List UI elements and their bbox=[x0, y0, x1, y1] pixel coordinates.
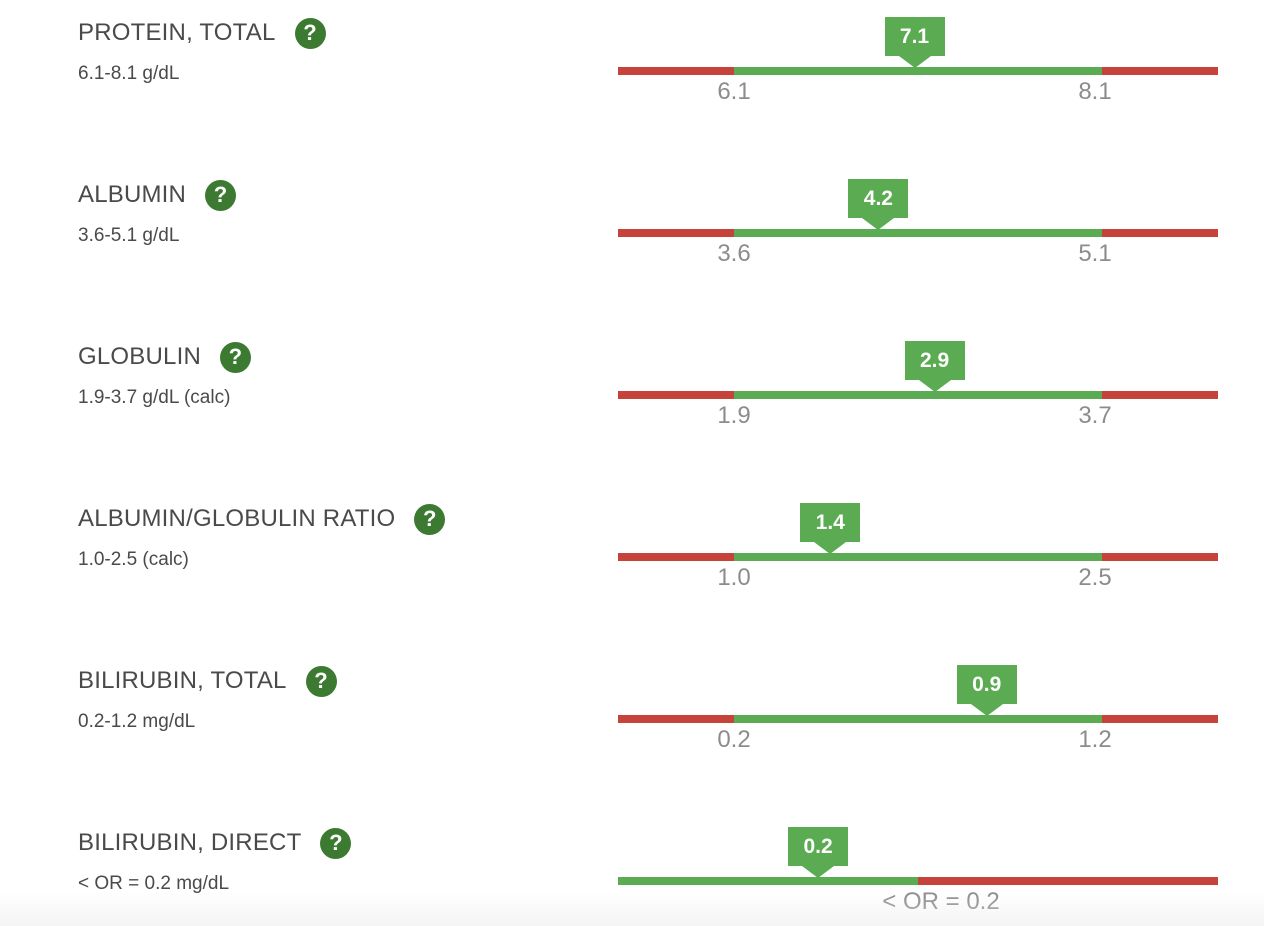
gauge-high-label: 3.7 bbox=[1078, 402, 1112, 429]
gauge-normal-zone bbox=[734, 391, 1102, 399]
gauge-low-zone bbox=[618, 229, 734, 237]
test-name: ALBUMIN ? bbox=[78, 178, 237, 212]
gauge-low-label: 1.9 bbox=[717, 402, 751, 429]
test-row-albumin: ALBUMIN ? 3.6-5.1 g/dL 4.2 3.6 5.1 bbox=[0, 162, 1264, 324]
gauge-high-zone bbox=[918, 877, 1218, 885]
help-icon[interactable]: ? bbox=[219, 341, 251, 373]
reference-range: 0.2-1.2 mg/dL bbox=[78, 711, 196, 732]
test-name: ALBUMIN/GLOBULIN RATIO ? bbox=[78, 502, 446, 536]
test-name-label: ALBUMIN bbox=[78, 181, 187, 208]
test-name-label: ALBUMIN/GLOBULIN RATIO bbox=[78, 505, 396, 532]
gauge-high-zone bbox=[1102, 553, 1218, 561]
result-value-flag: 7.1 bbox=[884, 17, 945, 68]
result-value: 7.1 bbox=[884, 17, 945, 56]
test-row-bilirubin-direct: BILIRUBIN, DIRECT ? < OR = 0.2 mg/dL 0.2… bbox=[0, 810, 1264, 926]
result-value: 0.9 bbox=[956, 665, 1017, 704]
range-gauge: 4.2 3.6 5.1 bbox=[618, 162, 1218, 272]
result-value: 1.4 bbox=[800, 503, 861, 542]
gauge-normal-zone bbox=[734, 67, 1102, 75]
gauge-high-zone bbox=[1102, 715, 1218, 723]
test-name-label: PROTEIN, TOTAL bbox=[78, 19, 276, 46]
gauge-normal-zone bbox=[734, 715, 1102, 723]
gauge-low-zone bbox=[618, 715, 734, 723]
result-value: 0.2 bbox=[788, 827, 849, 866]
test-name-label: BILIRUBIN, DIRECT bbox=[78, 829, 302, 856]
gauge-low-label: 1.0 bbox=[717, 564, 751, 591]
test-name: BILIRUBIN, DIRECT ? bbox=[78, 826, 352, 860]
gauge-low-label: 6.1 bbox=[717, 78, 751, 105]
help-icon[interactable]: ? bbox=[414, 503, 446, 535]
reference-range: 3.6-5.1 g/dL bbox=[78, 225, 180, 246]
test-name: BILIRUBIN, TOTAL ? bbox=[78, 664, 337, 698]
result-value-flag: 2.9 bbox=[904, 341, 965, 392]
reference-range: 1.0-2.5 (calc) bbox=[78, 549, 189, 570]
gauge-low-label: 3.6 bbox=[717, 240, 751, 267]
flag-pointer bbox=[918, 380, 951, 392]
result-value-flag: 0.2 bbox=[788, 827, 849, 878]
gauge-normal-zone bbox=[734, 229, 1102, 237]
reference-range: 6.1-8.1 g/dL bbox=[78, 63, 180, 84]
test-name-label: BILIRUBIN, TOTAL bbox=[78, 667, 287, 694]
gauge-low-zone bbox=[618, 67, 734, 75]
gauge-high-zone bbox=[1102, 229, 1218, 237]
flag-pointer bbox=[814, 542, 847, 554]
test-row-albumin-globulin-ratio: ALBUMIN/GLOBULIN RATIO ? 1.0-2.5 (calc) … bbox=[0, 486, 1264, 648]
result-value-flag: 0.9 bbox=[956, 665, 1017, 716]
help-icon[interactable]: ? bbox=[320, 827, 352, 859]
help-icon[interactable]: ? bbox=[294, 17, 326, 49]
gauge-normal-zone bbox=[734, 553, 1102, 561]
gauge-high-label: 8.1 bbox=[1078, 78, 1112, 105]
flag-pointer bbox=[898, 56, 931, 68]
test-row-globulin: GLOBULIN ? 1.9-3.7 g/dL (calc) 2.9 1.9 3… bbox=[0, 324, 1264, 486]
result-value: 2.9 bbox=[904, 341, 965, 380]
reference-range: 1.9-3.7 g/dL (calc) bbox=[78, 387, 231, 408]
gauge-high-zone bbox=[1102, 391, 1218, 399]
flag-pointer bbox=[970, 704, 1003, 716]
test-row-bilirubin-total: BILIRUBIN, TOTAL ? 0.2-1.2 mg/dL 0.9 0.2… bbox=[0, 648, 1264, 810]
gauge-low-zone bbox=[618, 553, 734, 561]
range-gauge: 0.9 0.2 1.2 bbox=[618, 648, 1218, 758]
flag-pointer bbox=[802, 866, 835, 878]
result-value-flag: 4.2 bbox=[848, 179, 909, 230]
test-name-label: GLOBULIN bbox=[78, 343, 201, 370]
gauge-high-label: 5.1 bbox=[1078, 240, 1112, 267]
gauge-normal-zone bbox=[618, 877, 918, 885]
test-row-protein-total: PROTEIN, TOTAL ? 6.1-8.1 g/dL 7.1 6.1 8.… bbox=[0, 0, 1264, 162]
help-icon[interactable]: ? bbox=[305, 665, 337, 697]
result-value: 4.2 bbox=[848, 179, 909, 218]
range-gauge: 7.1 6.1 8.1 bbox=[618, 0, 1218, 110]
gauge-low-zone bbox=[618, 391, 734, 399]
result-value-flag: 1.4 bbox=[800, 503, 861, 554]
help-icon[interactable]: ? bbox=[205, 179, 237, 211]
gauge-threshold-label: < OR = 0.2 bbox=[882, 888, 1000, 915]
range-gauge: 0.2 < OR = 0.2 bbox=[618, 810, 1218, 920]
range-gauge: 2.9 1.9 3.7 bbox=[618, 324, 1218, 434]
gauge-high-label: 2.5 bbox=[1078, 564, 1112, 591]
gauge-high-label: 1.2 bbox=[1078, 726, 1112, 753]
flag-pointer bbox=[862, 218, 895, 230]
range-gauge: 1.4 1.0 2.5 bbox=[618, 486, 1218, 596]
test-name: GLOBULIN ? bbox=[78, 340, 251, 374]
gauge-low-label: 0.2 bbox=[717, 726, 751, 753]
gauge-high-zone bbox=[1102, 67, 1218, 75]
reference-range: < OR = 0.2 mg/dL bbox=[78, 873, 230, 894]
test-name: PROTEIN, TOTAL ? bbox=[78, 16, 326, 50]
